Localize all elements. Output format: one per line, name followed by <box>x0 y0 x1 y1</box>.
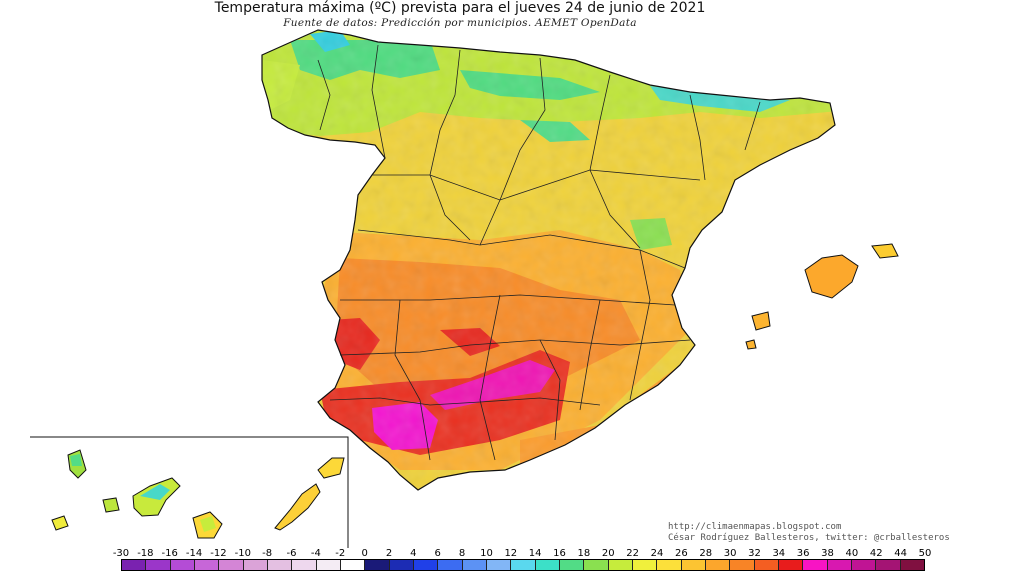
scale-label: 4 <box>410 548 417 559</box>
scale-swatch <box>827 560 852 570</box>
color-scale-bar <box>121 559 925 571</box>
peninsula-temperature-field <box>262 30 835 490</box>
scale-swatch <box>632 560 658 570</box>
map-subtitle: Fuente de datos: Predicción por municipi… <box>283 17 637 29</box>
scale-swatch <box>730 560 755 570</box>
canary-islands <box>51 449 345 539</box>
scale-label: 22 <box>626 548 639 559</box>
scale-label: 40 <box>845 548 859 559</box>
scale-swatch <box>876 560 901 570</box>
scale-label: 12 <box>504 548 518 559</box>
scale-swatch <box>146 560 171 570</box>
scale-label: 14 <box>528 548 542 559</box>
scale-swatch <box>413 560 439 570</box>
scale-swatch <box>194 560 220 570</box>
scale-label: -10 <box>234 548 251 559</box>
scale-label: -8 <box>262 548 273 559</box>
province-boundaries <box>317 44 761 461</box>
scale-swatch <box>438 560 463 570</box>
scale-label: 28 <box>699 548 713 559</box>
scale-label: 6 <box>434 548 441 559</box>
map-title: Temperatura máxima (ºC) prevista para el… <box>214 0 706 16</box>
scale-label: 20 <box>601 548 615 559</box>
scale-swatch <box>851 560 877 570</box>
scale-label: 2 <box>385 548 393 559</box>
scale-label: -12 <box>210 548 227 559</box>
peninsula-coastline <box>261 29 836 491</box>
scale-swatch <box>243 560 268 570</box>
scale-swatch <box>608 560 633 570</box>
scale-swatch <box>681 560 706 570</box>
scale-label: 30 <box>723 548 737 559</box>
scale-swatch <box>559 560 585 570</box>
scale-label: 32 <box>748 548 761 559</box>
scale-swatch <box>900 560 924 570</box>
scale-swatch <box>535 560 560 570</box>
scale-swatch <box>267 560 293 570</box>
scale-label: -14 <box>185 548 203 559</box>
scale-swatch <box>340 560 366 570</box>
scale-swatch <box>584 560 609 570</box>
scale-swatch <box>122 560 147 570</box>
scale-label: 38 <box>821 548 834 559</box>
scale-swatch <box>754 560 779 570</box>
scale-swatch <box>365 560 390 570</box>
scale-label: 16 <box>553 548 566 559</box>
scale-label: -30 <box>112 548 130 559</box>
scale-swatch <box>170 560 195 570</box>
scale-swatch <box>219 560 244 570</box>
scale-label: 0 <box>361 548 368 559</box>
scale-label: -6 <box>286 548 297 559</box>
scale-label: 18 <box>577 548 591 559</box>
scale-swatch <box>292 560 317 570</box>
scale-label: -18 <box>137 548 154 559</box>
scale-label: -4 <box>310 548 321 559</box>
scale-swatch <box>511 560 536 570</box>
canary-inset-frame <box>30 436 349 548</box>
color-scale-labels: -30 -18 -16 -14 -12 -10 -8 -6 -4 -2 0 2 4 6 8 10 12 14 16 1… <box>0 548 1024 560</box>
scale-swatch <box>316 560 341 570</box>
scale-swatch <box>486 560 512 570</box>
scale-swatch <box>705 560 731 570</box>
scale-label: 8 <box>458 548 466 559</box>
scale-label: 34 <box>772 548 786 559</box>
balearic-islands <box>745 243 899 350</box>
scale-label: 50 <box>918 548 932 559</box>
scale-swatch <box>389 560 414 570</box>
scale-label: -16 <box>161 548 178 559</box>
scale-label: 44 <box>894 548 907 559</box>
credits-url[interactable]: http://climaenmapas.blogspot.com <box>668 522 842 532</box>
scale-label: -2 <box>335 548 346 559</box>
scale-label: 36 <box>796 548 810 559</box>
credits: http://climaenmapas.blogspot.com César R… <box>668 522 950 544</box>
scale-label: 42 <box>869 548 883 559</box>
credits-author: César Rodríguez Ballesteros, twitter: @c… <box>668 533 950 543</box>
scale-swatch <box>462 560 487 570</box>
scale-swatch <box>803 560 828 570</box>
scale-label: 24 <box>650 548 664 559</box>
scale-swatch <box>657 560 682 570</box>
scale-swatch <box>778 560 804 570</box>
scale-label: 10 <box>480 548 493 559</box>
scale-label: 26 <box>674 548 688 559</box>
